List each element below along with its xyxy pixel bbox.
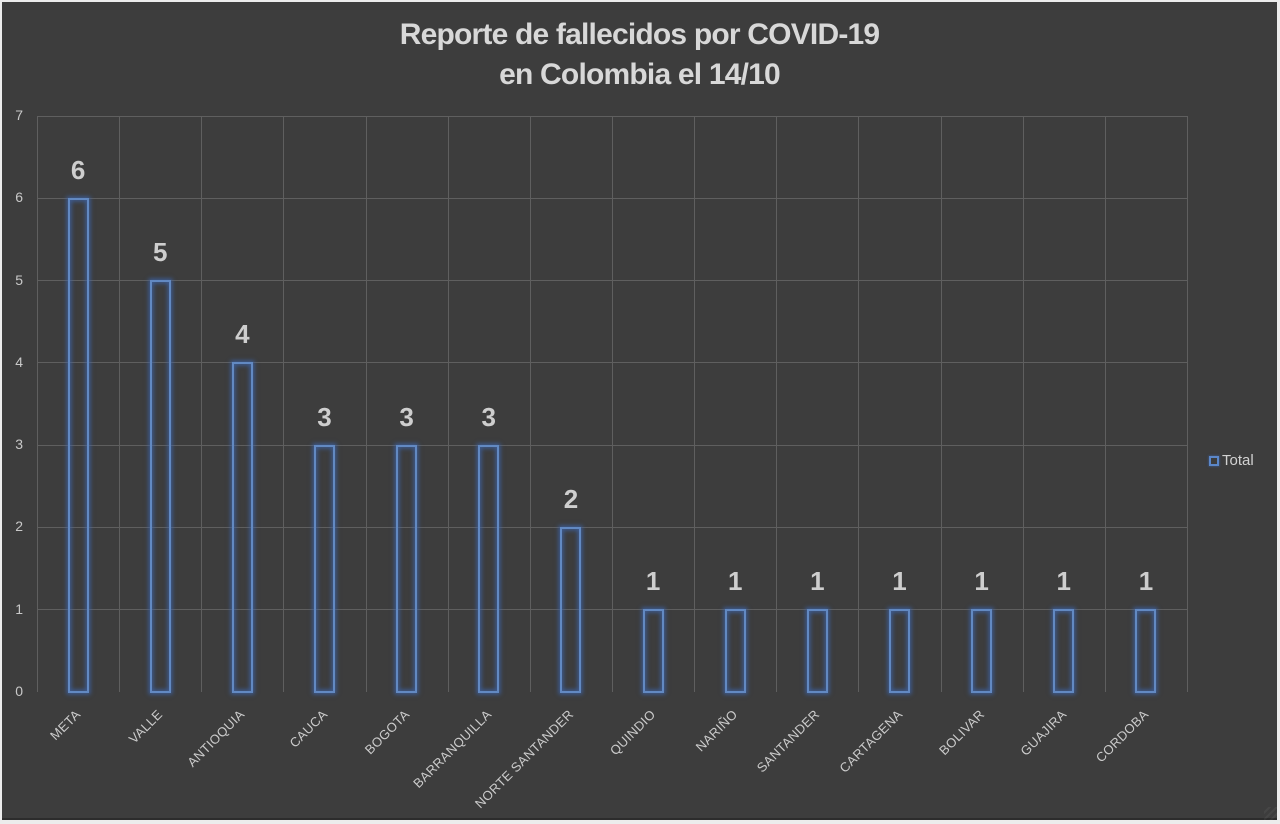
gridline-vertical (283, 115, 285, 692)
y-tick-label: 4 (15, 353, 23, 370)
data-label: 6 (70, 154, 86, 185)
data-label: 4 (235, 319, 250, 350)
bar-nariño (724, 609, 746, 694)
bar-cartagena (889, 609, 910, 694)
bar-barranquilla (478, 444, 500, 694)
bar-cauca (314, 444, 335, 694)
bar-bogota (396, 444, 418, 694)
bar-meta (67, 197, 89, 694)
data-label: 1 (974, 566, 989, 597)
data-label: 3 (399, 401, 414, 432)
bar-santander (806, 609, 828, 694)
bar-guajira (1053, 609, 1075, 694)
data-label: 1 (892, 566, 907, 597)
data-label: 1 (810, 566, 825, 597)
resize-grip-icon (1264, 807, 1277, 820)
data-label: 1 (1138, 566, 1154, 597)
gridline-vertical (201, 115, 203, 692)
gridline-vertical (858, 115, 860, 692)
y-tick-label: 7 (15, 107, 23, 123)
gridline-vertical (612, 115, 613, 692)
legend: Total (1209, 453, 1254, 468)
data-label: 1 (1056, 566, 1072, 597)
gridline-vertical (694, 115, 696, 692)
chart-title: Reporte de fallecidos por COVID-19 en Co… (2, 15, 1277, 95)
chart-title-line-2: en Colombia el 14/10 (499, 58, 781, 91)
data-label: 2 (563, 483, 579, 514)
data-label: 5 (152, 237, 168, 268)
gridline-vertical (37, 115, 38, 692)
bar-norte-santander (560, 526, 582, 694)
bar-cordoba (1135, 609, 1157, 694)
data-label: 3 (317, 401, 332, 432)
legend-swatch-icon (1209, 455, 1219, 466)
legend-label: Total (1222, 452, 1254, 469)
gridline-vertical (119, 115, 121, 692)
y-tick-label: 0 (15, 683, 23, 699)
gridline-vertical (776, 115, 778, 692)
gridline-vertical (1187, 115, 1188, 692)
gridline-vertical (940, 115, 942, 692)
bar-quindio (642, 609, 664, 694)
gridline-vertical (1104, 115, 1106, 692)
y-tick-label: 3 (15, 436, 23, 453)
bar-bolivar (971, 609, 993, 694)
y-tick-label: 1 (15, 600, 23, 617)
gridline-vertical (1022, 115, 1024, 692)
y-tick-label: 5 (15, 271, 23, 288)
chart-title-line-1: Reporte de fallecidos por COVID-19 (399, 18, 880, 51)
bar-valle (149, 280, 171, 694)
gridline-vertical (529, 115, 531, 692)
gridline-vertical (447, 115, 449, 692)
data-label: 3 (481, 401, 497, 432)
data-label: 1 (727, 566, 743, 597)
plot-area: 6 5 4 3 3 3 2 1 1 1 1 1 1 1 (37, 115, 1188, 694)
y-tick-label: 6 (15, 189, 23, 206)
data-label: 1 (645, 566, 661, 597)
gridline-vertical (365, 115, 367, 692)
y-tick-label: 2 (15, 518, 23, 535)
bar-antioquia (231, 362, 253, 694)
